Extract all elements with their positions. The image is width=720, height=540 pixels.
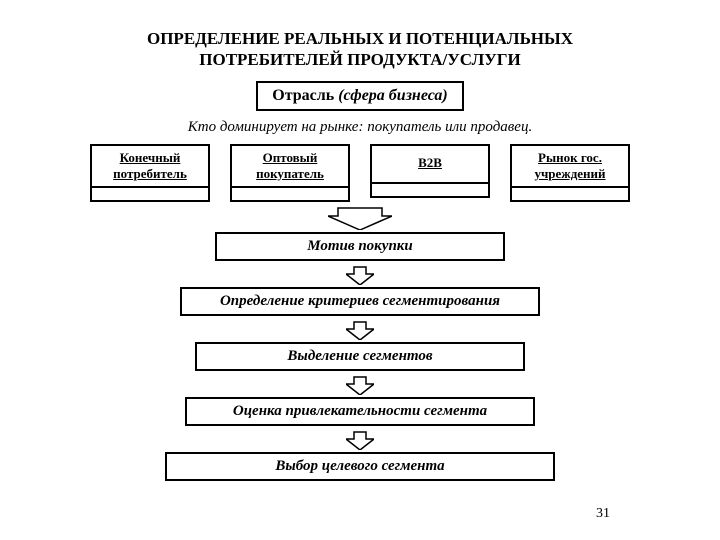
step-label: Выбор целевого сегмента bbox=[275, 458, 444, 474]
category-box: В2В bbox=[370, 144, 490, 203]
industry-italic: (сфера бизнеса) bbox=[338, 87, 448, 104]
step-box: Мотив покупки bbox=[215, 232, 505, 261]
category-row: Конечный потребитель Оптовый покупатель … bbox=[0, 144, 720, 203]
category-box: Оптовый покупатель bbox=[230, 144, 350, 203]
arrow-down-icon bbox=[328, 206, 392, 230]
category-sub bbox=[370, 184, 490, 198]
arrow-down-icon bbox=[346, 265, 374, 285]
category-sub bbox=[230, 188, 350, 202]
category-label: Оптовый покупатель bbox=[230, 144, 350, 189]
arrow-down-icon bbox=[346, 375, 374, 395]
title-line-2: ПОТРЕБИТЕЛЕЙ ПРОДУКТА/УСЛУГИ bbox=[199, 50, 521, 69]
page-number: 31 bbox=[596, 506, 610, 522]
step-box: Оценка привлекательности сегмента bbox=[185, 397, 535, 426]
step-box: Выделение сегментов bbox=[195, 342, 525, 371]
category-label: В2В bbox=[370, 144, 490, 184]
arrow-down-icon bbox=[346, 430, 374, 450]
subtitle-line: Кто доминирует на рынке: покупатель или … bbox=[0, 119, 720, 136]
step-label: Мотив покупки bbox=[307, 238, 412, 254]
industry-plain: Отрасль bbox=[272, 87, 338, 104]
arrow-down-icon bbox=[346, 320, 374, 340]
step-box: Определение критериев сегментирования bbox=[180, 287, 540, 316]
category-label: Рынок гос. учреждений bbox=[510, 144, 630, 189]
category-box: Рынок гос. учреждений bbox=[510, 144, 630, 203]
category-sub bbox=[90, 188, 210, 202]
category-label: Конечный потребитель bbox=[90, 144, 210, 189]
step-label: Определение критериев сегментирования bbox=[220, 293, 500, 309]
page-title: ОПРЕДЕЛЕНИЕ РЕАЛЬНЫХ И ПОТЕНЦИАЛЬНЫХ ПОТ… bbox=[0, 0, 720, 71]
industry-box: Отрасль (сфера бизнеса) bbox=[256, 81, 463, 111]
step-box: Выбор целевого сегмента bbox=[165, 452, 555, 481]
title-line-1: ОПРЕДЕЛЕНИЕ РЕАЛЬНЫХ И ПОТЕНЦИАЛЬНЫХ bbox=[147, 29, 573, 48]
step-label: Выделение сегментов bbox=[287, 348, 432, 364]
category-box: Конечный потребитель bbox=[90, 144, 210, 203]
category-sub bbox=[510, 188, 630, 202]
step-label: Оценка привлекательности сегмента bbox=[233, 403, 487, 419]
